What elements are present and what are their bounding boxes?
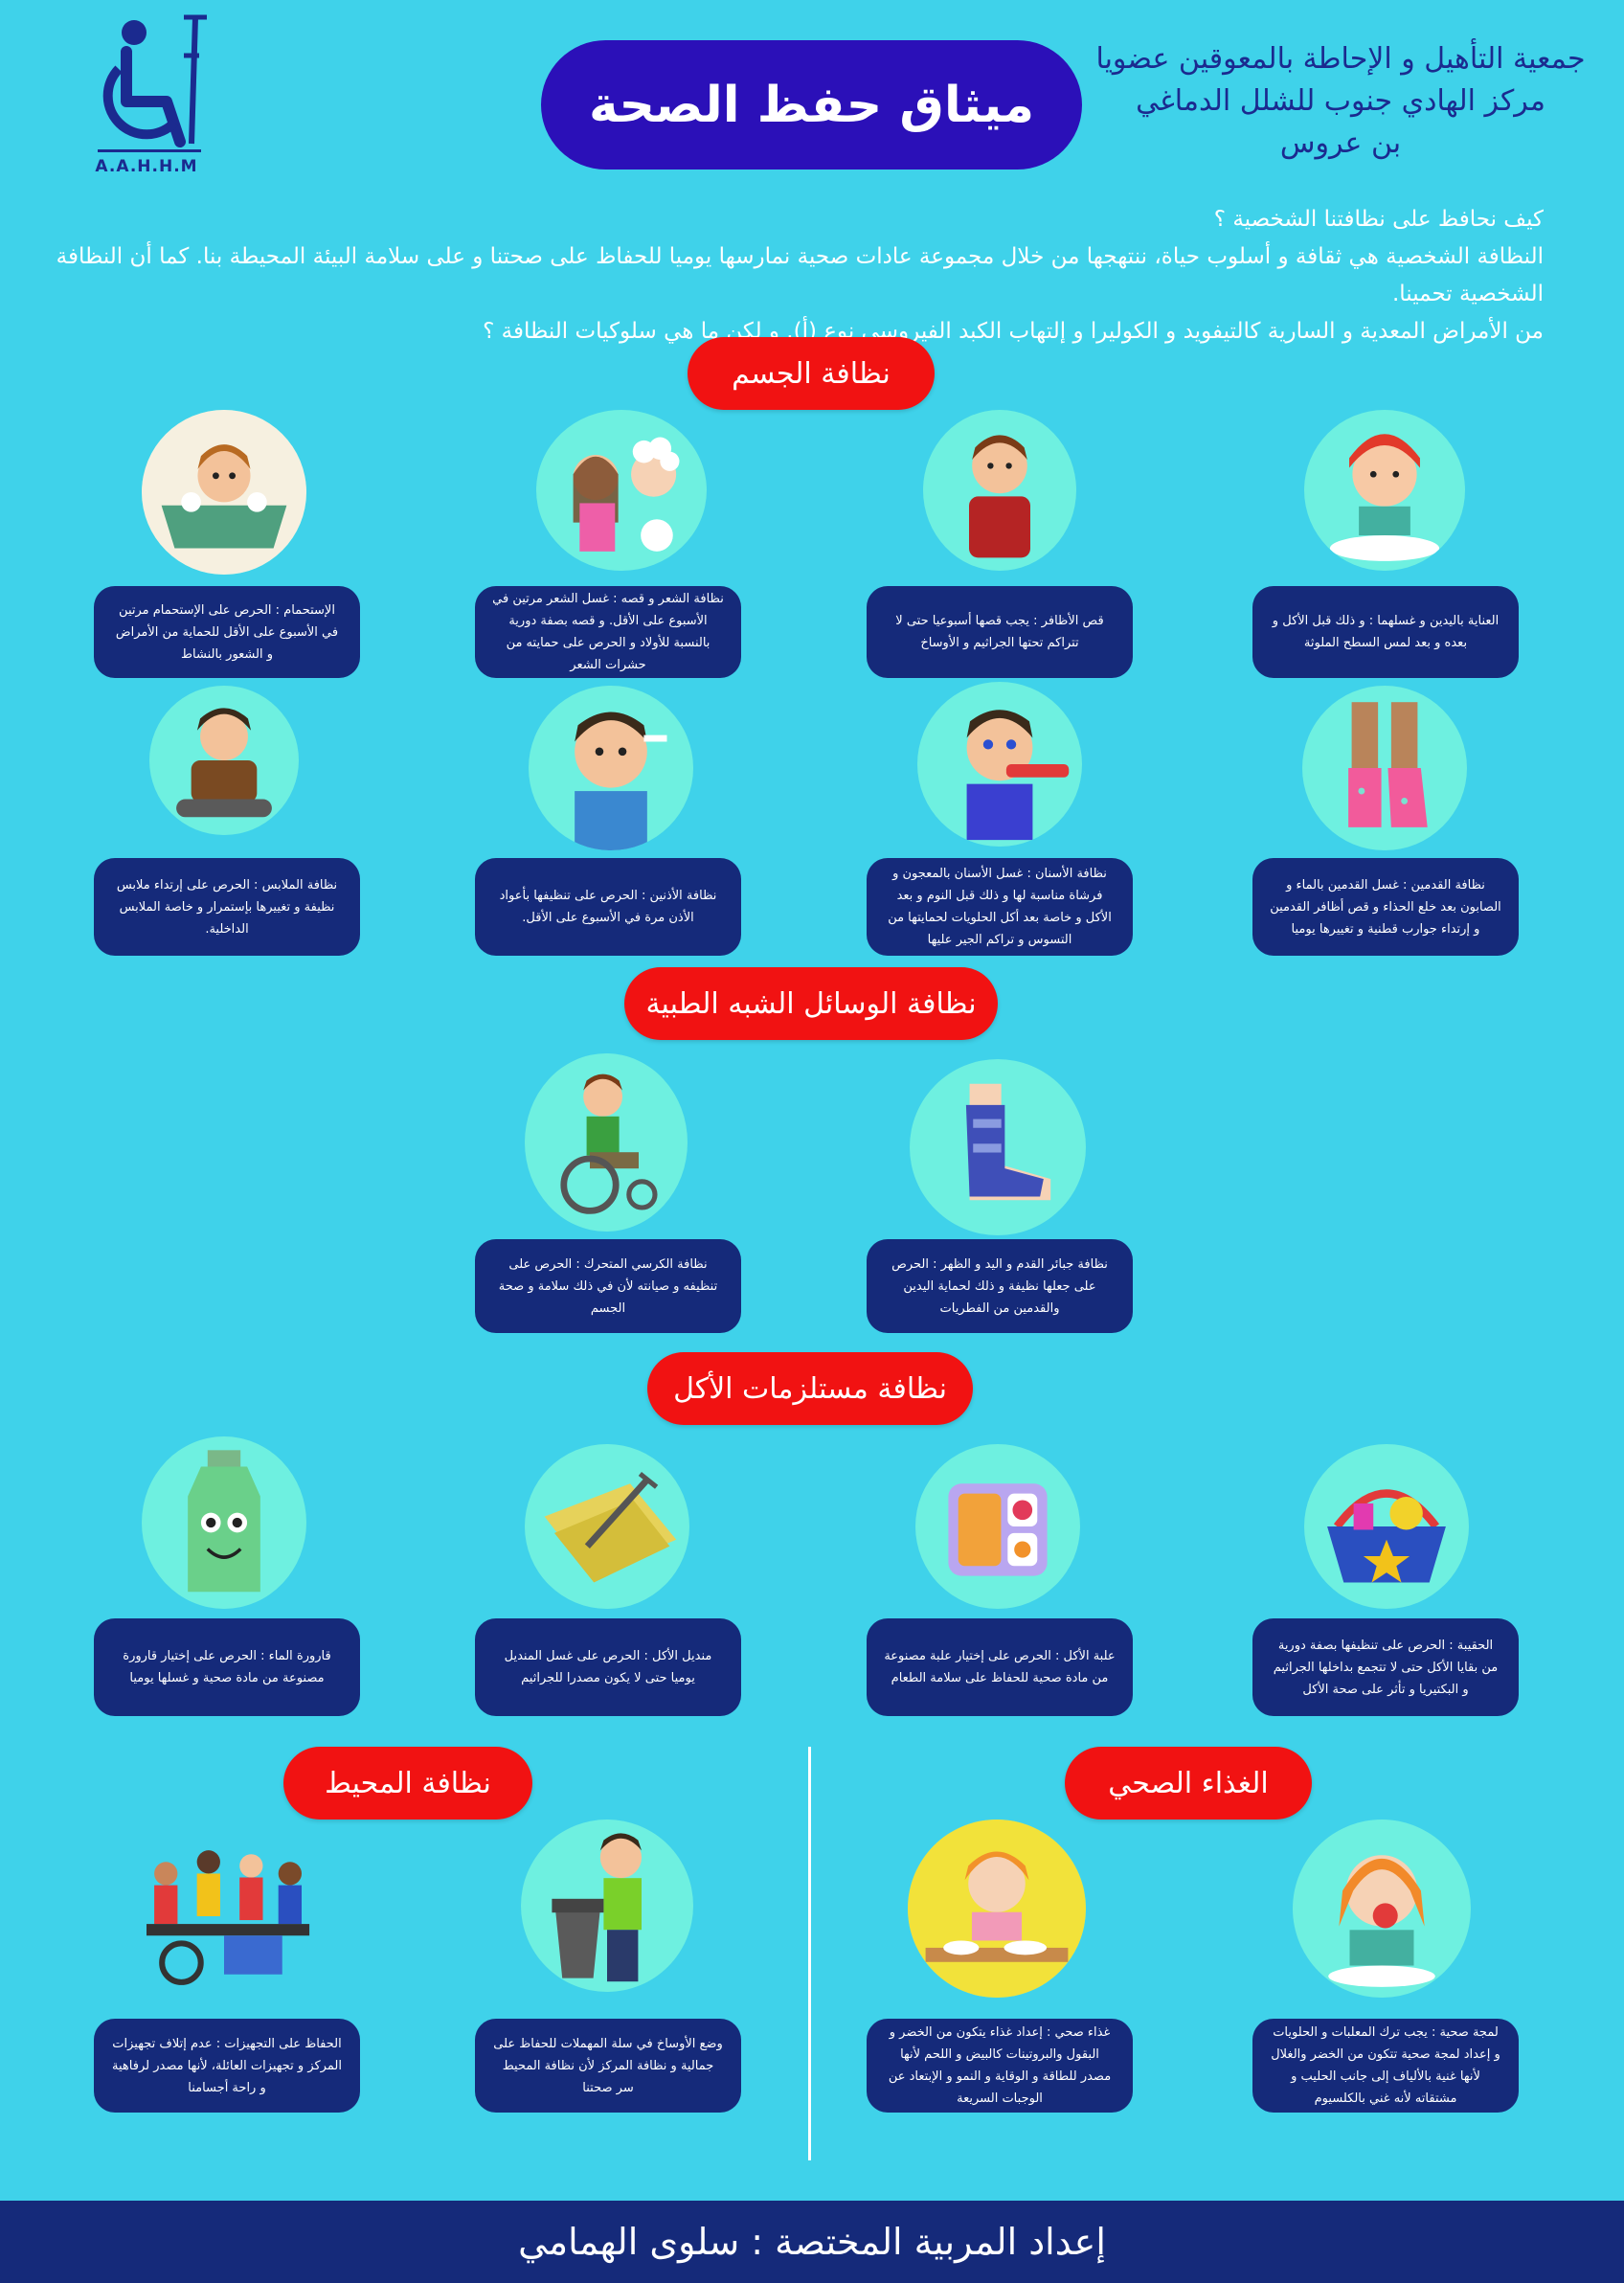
boy-bathing-icon bbox=[142, 410, 306, 575]
wheelchair-logo-icon bbox=[88, 10, 213, 153]
card-clothes-care: نظافة الملابس : الحرص على إرتداء ملابس ن… bbox=[94, 858, 360, 956]
card-napkin-care: منديل الأكل : الحرص على غسل المنديل يومي… bbox=[475, 1618, 741, 1716]
card-hand-care: العناية باليدين و غسلهما : و ذلك قبل الأ… bbox=[1252, 586, 1519, 678]
section-medical-aids: نظافة الوسائل الشبه الطبية bbox=[624, 967, 998, 1040]
org-line-2: مركز الهادي جنوب للشلل الدماغي bbox=[1136, 84, 1545, 118]
organization-name: جمعية التأهيل و الإحاطة بالمعوقين عضويا … bbox=[1092, 38, 1590, 165]
intro-text: كيف نحافظ على نظافتنا الشخصية ؟ النظافة … bbox=[50, 201, 1544, 350]
lunch-basket-icon bbox=[1304, 1444, 1469, 1609]
section-environment: نظافة المحيط bbox=[283, 1747, 532, 1820]
intro-line-1: كيف نحافظ على نظافتنا الشخصية ؟ bbox=[1213, 207, 1544, 232]
girl-washing-hands-icon bbox=[1304, 410, 1465, 571]
card-bathing: الإستحمام : الحرص على الإستحمام مرتين في… bbox=[94, 586, 360, 678]
card-teeth-care: نظافة الأسنان : غسل الأسنان بالمعجون و ف… bbox=[867, 858, 1133, 956]
foot-brace-icon bbox=[910, 1059, 1086, 1235]
card-lunchbox-care: علبة الأكل : الحرص على إختيار علبة مصنوع… bbox=[867, 1618, 1133, 1716]
section-body-hygiene: نظافة الجسم bbox=[688, 337, 935, 410]
boy-throwing-trash-icon bbox=[521, 1820, 693, 1992]
logo-text: A.A.H.H.M bbox=[95, 157, 198, 176]
girl-eating-apple-icon bbox=[1293, 1820, 1471, 1998]
intro-line-2: النظافة الشخصية هي ثقافة و أسلوب حياة، ن… bbox=[56, 244, 1544, 306]
kids-washing-hair-icon bbox=[536, 410, 707, 571]
water-bottle-icon bbox=[142, 1436, 306, 1609]
card-brace-care: نظافة جبائر القدم و اليد و الظهر : الحرص… bbox=[867, 1239, 1133, 1333]
napkin-fork-icon bbox=[525, 1444, 689, 1609]
card-equipment-care: الحفاظ على التجهيزات : عدم إتلاف تجهيزات… bbox=[94, 2019, 360, 2113]
card-feet-care: نظافة القدمين : غسل القدمين بالماء و الص… bbox=[1252, 858, 1519, 956]
card-trash-disposal: وضع الأوساخ في سلة المهملات للحفاظ على ج… bbox=[475, 2019, 741, 2113]
card-ear-care: نظافة الأذنين : الحرص على تنظيفها بأعواد… bbox=[475, 858, 741, 956]
card-wheelchair-care: نظافة الكرسي المتحرك : الحرص على تنظيفه … bbox=[475, 1239, 741, 1333]
section-eating-supplies: نظافة مستلزمات الأكل bbox=[647, 1352, 973, 1425]
boy-clean-clothes-icon bbox=[149, 686, 299, 835]
card-hair-care: نظافة الشعر و قصه : غسل الشعر مرتين في ا… bbox=[475, 586, 741, 678]
section-divider bbox=[808, 1747, 811, 2160]
people-equipment-icon bbox=[124, 1839, 324, 1994]
org-line-3: بن عروس bbox=[1279, 126, 1402, 160]
page-title: ميثاق حفظ الصحة bbox=[541, 40, 1082, 170]
boy-brushing-teeth-icon bbox=[917, 682, 1082, 847]
clean-feet-socks-icon bbox=[1302, 686, 1467, 850]
lunchbox-icon bbox=[915, 1444, 1080, 1609]
girl-healthy-meal-icon bbox=[908, 1820, 1086, 1998]
org-line-1: جمعية التأهيل و الإحاطة بالمعوقين عضويا bbox=[1095, 42, 1586, 76]
boy-cutting-nails-icon bbox=[923, 410, 1076, 571]
boy-wheelchair-icon bbox=[525, 1053, 688, 1232]
boy-cleaning-ears-icon bbox=[529, 686, 693, 850]
card-healthy-snack: لمجة صحية : يجب ترك المعلبات و الحلويات … bbox=[1252, 2019, 1519, 2113]
card-nail-cutting: قص الأظافر : يجب قصها أسبوعيا حتى لا تتر… bbox=[867, 586, 1133, 678]
card-bottle-care: قارورة الماء : الحرص على إختيار قارورة م… bbox=[94, 1618, 360, 1716]
intro-line-3: من الأمراض المعدية و السارية كالتيفويد و… bbox=[483, 319, 1544, 344]
card-bag-care: الحقيبة : الحرص على تنظيفها بصفة دورية م… bbox=[1252, 1618, 1519, 1716]
section-healthy-food: الغذاء الصحي bbox=[1065, 1747, 1312, 1820]
footer-author: إعداد المربية المختصة : سلوى الهمامي bbox=[0, 2201, 1624, 2283]
card-healthy-meal: غذاء صحي : إعداد غذاء يتكون من الخضر و ا… bbox=[867, 2019, 1133, 2113]
